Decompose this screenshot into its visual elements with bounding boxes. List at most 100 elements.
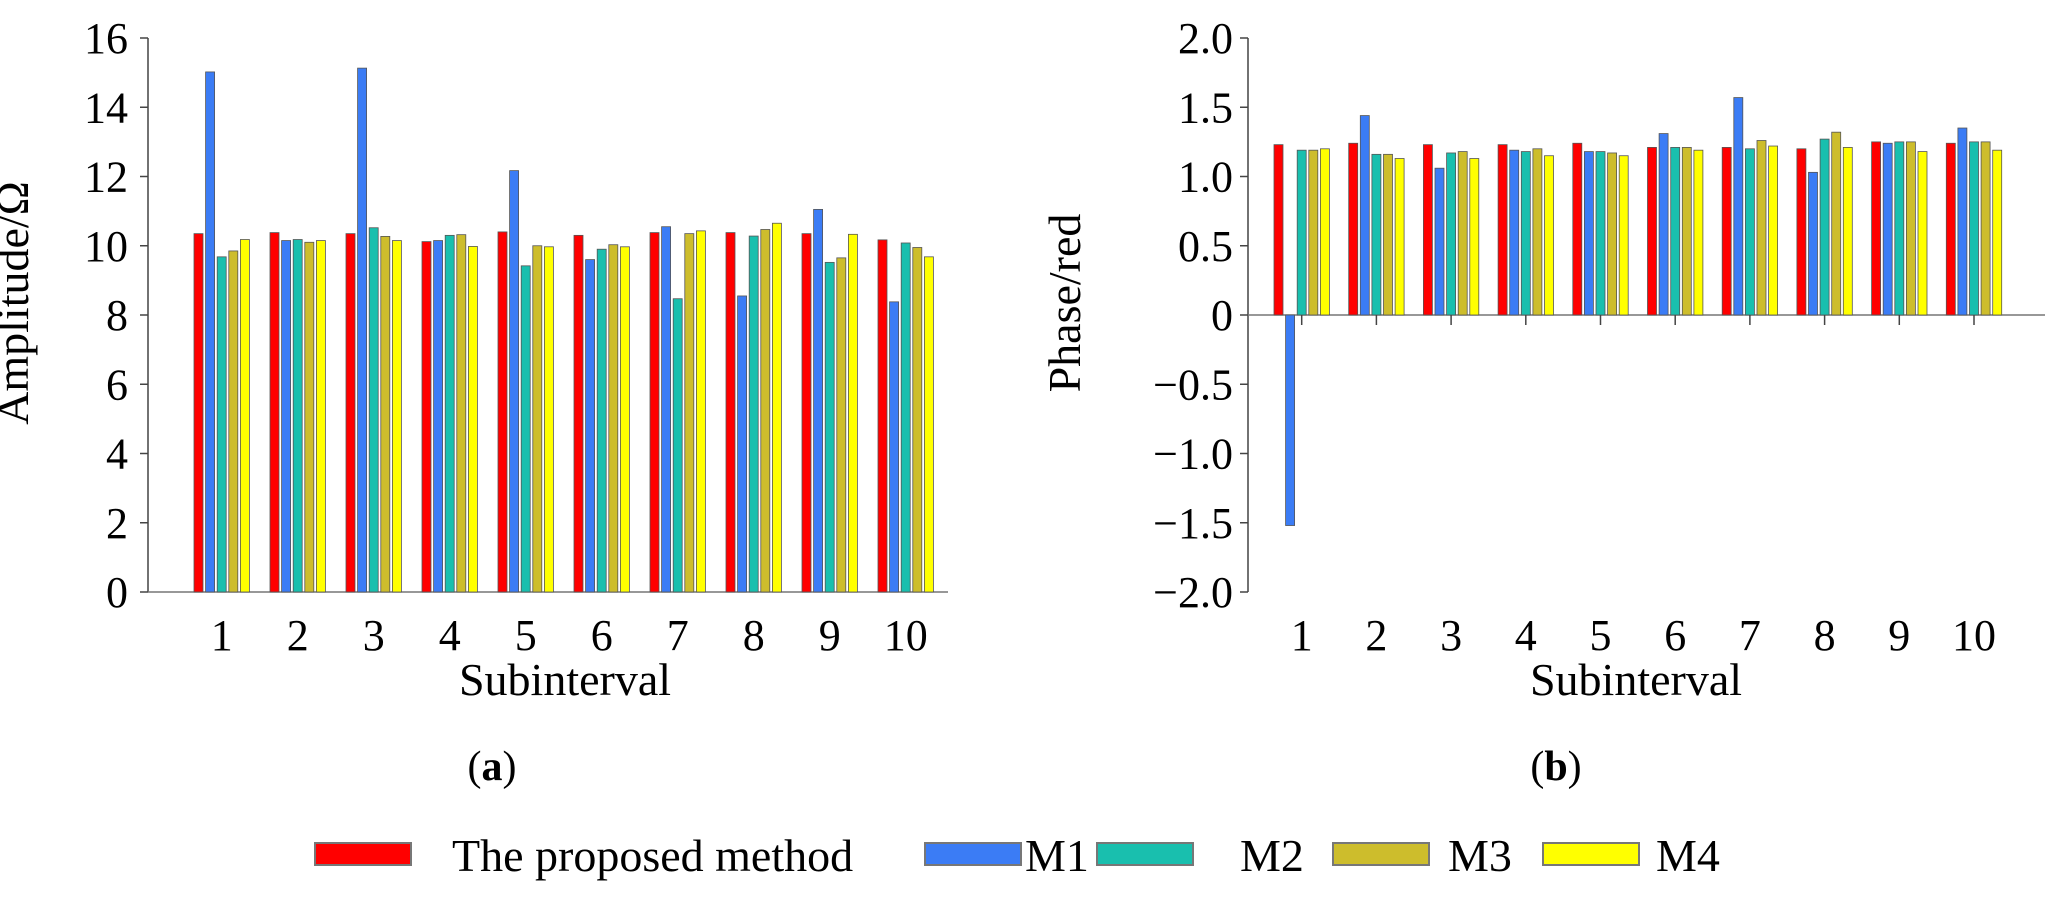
x-tick-label: 2 <box>1365 611 1387 660</box>
bar-m2-1 <box>216 256 227 593</box>
bar-m4-6 <box>620 246 630 593</box>
legend-label-proposed: The proposed method <box>452 830 853 881</box>
panel-label-a: (a) <box>468 744 517 790</box>
bar-m2-9 <box>1894 141 1905 316</box>
bar-proposed-5 <box>1572 142 1583 316</box>
legend-label-m3: M3 <box>1448 830 1512 881</box>
bar-m1-8 <box>1808 171 1818 316</box>
x-tick-label: 10 <box>1952 611 1996 660</box>
x-tick-label: 6 <box>1664 611 1686 660</box>
bar-m3-6 <box>1681 147 1692 316</box>
bar-m4-3 <box>391 240 402 593</box>
bar-proposed-5 <box>497 231 508 593</box>
y-tick-label: 2.0 <box>1178 14 1233 63</box>
x-tick-label: 7 <box>1739 611 1761 660</box>
bar-m2-7 <box>1745 148 1755 316</box>
bar-m1-1 <box>1285 314 1295 526</box>
bar-m1-3 <box>1434 167 1445 316</box>
bar-m3-5 <box>532 245 543 593</box>
bar-m4-2 <box>1394 158 1405 316</box>
bar-m2-10 <box>1969 141 1979 316</box>
bar-proposed-9 <box>801 233 812 593</box>
y-tick-label: 6 <box>106 360 128 409</box>
bar-m3-4 <box>1532 148 1543 316</box>
bar-m3-3 <box>380 236 391 593</box>
bar-m4-7 <box>1768 145 1778 316</box>
x-tick-label: 10 <box>884 611 928 660</box>
bar-m1-6 <box>585 259 595 593</box>
bar-m4-5 <box>544 246 554 593</box>
bar-m2-2 <box>1371 153 1382 316</box>
bar-m1-6 <box>1658 133 1669 316</box>
y-tick-label: 14 <box>84 83 128 132</box>
bar-m2-3 <box>368 227 379 593</box>
bar-m2-7 <box>672 298 683 593</box>
x-tick-label: 5 <box>1590 611 1612 660</box>
legend: The proposed method M1 M2 M3 M4 <box>314 830 1720 881</box>
bar-proposed-10 <box>1945 142 1956 316</box>
bar-m2-1 <box>1296 149 1307 316</box>
bar-m2-4 <box>444 234 455 593</box>
y-tick-label: −2.0 <box>1153 568 1233 617</box>
bar-m1-4 <box>1509 149 1520 316</box>
y-axis-label: Amplitude/Ω <box>0 181 38 425</box>
bar-m3-5 <box>1607 152 1617 316</box>
bar-m1-8 <box>737 295 747 593</box>
bar-m2-8 <box>1819 138 1830 316</box>
bar-m2-3 <box>1446 152 1456 316</box>
bar-m2-2 <box>292 239 303 593</box>
x-tick-label: 3 <box>363 611 385 660</box>
panel-label-b: (b) <box>1530 744 1581 790</box>
bar-m1-9 <box>813 208 823 593</box>
bar-m3-9 <box>836 257 847 593</box>
bar-proposed-1 <box>193 233 204 593</box>
x-tick-label: 9 <box>1888 611 1910 660</box>
legend-swatch-m4 <box>1542 842 1640 866</box>
x-tick-label: 9 <box>819 611 841 660</box>
bar-proposed-4 <box>421 241 432 593</box>
y-tick-label: 12 <box>84 153 128 202</box>
bar-m1-7 <box>1733 97 1744 316</box>
bar-proposed-2 <box>1348 142 1359 316</box>
bar-proposed-9 <box>1871 141 1881 316</box>
y-axis-label: Phase/red <box>1039 214 1090 393</box>
bar-m2-4 <box>1520 151 1531 316</box>
bar-m4-10 <box>924 256 934 593</box>
x-tick-label: 6 <box>591 611 613 660</box>
y-tick-label: 2 <box>106 499 128 548</box>
bar-m4-4 <box>1544 155 1554 316</box>
x-tick-label: 1 <box>211 611 233 660</box>
y-tick-label: 0 <box>1211 291 1233 340</box>
x-tick-label: 8 <box>743 611 765 660</box>
bar-m3-10 <box>1980 141 1991 316</box>
chart-phase: −2.0 −1.5 −1.0 −0.5 0 0.5 1.0 1.5 2.0 1 2 3 4 5 6 7 8 9 10… <box>1039 14 2045 705</box>
bar-m3-1 <box>1308 149 1319 316</box>
legend-label-m2: M2 <box>1240 830 1304 881</box>
bar-m4-9 <box>1917 151 1928 316</box>
bar-m2-6 <box>1670 147 1681 316</box>
bar-m4-6 <box>1693 149 1704 316</box>
bar-m1-10 <box>1957 127 1968 316</box>
bar-m4-4 <box>467 246 478 593</box>
x-tick-label: 1 <box>1291 611 1313 660</box>
bar-m3-7 <box>1756 140 1767 316</box>
legend-swatch-proposed <box>314 842 412 866</box>
bar-proposed-4 <box>1497 144 1508 316</box>
bar-m1-5 <box>1584 151 1594 316</box>
bar-m3-7 <box>684 233 695 593</box>
y-tick-label: −1.5 <box>1153 499 1233 548</box>
bar-m4-1 <box>239 239 250 593</box>
bar-m3-2 <box>304 241 315 593</box>
bar-m3-4 <box>456 234 467 593</box>
y-tick-label: 1.0 <box>1178 153 1233 202</box>
x-axis-label: Subinterval <box>459 654 671 705</box>
bar-proposed-3 <box>345 233 356 593</box>
bar-proposed-8 <box>725 232 736 593</box>
bar-m4-8 <box>772 222 782 593</box>
bar-m2-6 <box>596 248 607 593</box>
bar-m1-2 <box>1359 115 1370 316</box>
bar-m4-3 <box>1469 158 1480 316</box>
bar-m1-4 <box>433 240 444 593</box>
